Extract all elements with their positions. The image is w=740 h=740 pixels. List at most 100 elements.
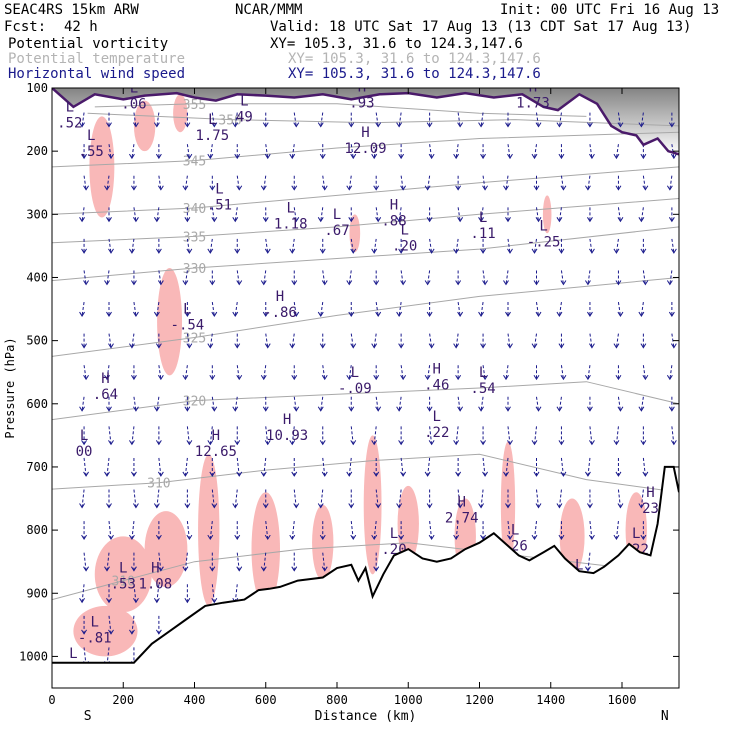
wind-arrowhead <box>211 311 218 317</box>
wind-arrowhead <box>457 503 464 509</box>
wind-arrowhead <box>455 280 462 286</box>
wind-arrowhead <box>182 566 189 572</box>
wind-arrow <box>156 112 160 127</box>
wind-arrowhead <box>455 374 462 381</box>
wind-arrowhead <box>106 311 112 317</box>
wind-arrowhead <box>642 185 649 191</box>
wind-arrowhead <box>613 440 620 446</box>
wind-arrow <box>131 144 135 159</box>
wind-arrow <box>457 489 461 508</box>
wind-arrow <box>322 270 326 285</box>
wind-arrowhead <box>289 440 296 446</box>
wind-arrowhead <box>317 503 324 509</box>
wind-arrowhead <box>184 311 191 317</box>
wind-arrow <box>184 365 188 380</box>
wind-arrowhead <box>638 217 645 223</box>
wind-arrow <box>291 426 295 445</box>
wind-arrow <box>263 457 267 477</box>
extremum-value-4: .55 <box>79 144 104 160</box>
wind-arrowhead <box>182 471 189 477</box>
pv-region-8 <box>363 435 382 575</box>
wind-arrowhead <box>617 503 624 509</box>
wind-arrowhead <box>371 440 378 446</box>
wind-arrowhead <box>453 153 460 160</box>
wind-arrowhead <box>398 534 405 541</box>
wind-arrowhead <box>396 503 403 509</box>
pv-region-6 <box>251 492 280 606</box>
wind-arrow <box>480 489 484 508</box>
wind-arrow <box>536 112 539 127</box>
wind-arrowhead <box>108 629 114 635</box>
wind-arrow <box>536 207 539 222</box>
wind-arrowhead <box>585 566 591 572</box>
extremum-type-12: L <box>479 210 487 226</box>
wind-arrowhead <box>83 471 89 477</box>
wind-arrowhead <box>371 248 378 254</box>
wind-arrow <box>482 457 486 477</box>
wind-arrow <box>81 489 85 508</box>
wind-arrowhead <box>264 534 271 541</box>
wind-arrowhead <box>236 566 243 572</box>
wind-arrowhead <box>505 406 511 412</box>
wind-arrow <box>375 207 379 222</box>
extremum-type-8: L <box>215 182 223 198</box>
wind-arrowhead <box>289 153 296 160</box>
wind-arrow <box>587 457 591 477</box>
wind-arrowhead <box>589 343 595 349</box>
wind-arrow <box>480 207 484 222</box>
wind-arrowhead <box>79 597 85 604</box>
wind-arrow <box>211 584 215 603</box>
extremum-value-16: -.86 <box>263 305 297 321</box>
wind-arrow <box>455 426 459 445</box>
extremum-value-15: -.54 <box>171 318 205 334</box>
wind-arrow <box>671 238 675 253</box>
extremum-type-23: H <box>212 428 220 444</box>
extremum-type-2: H <box>529 79 537 95</box>
wind-arrow <box>536 396 539 411</box>
wind-arrow <box>350 144 354 159</box>
wind-arrowhead <box>585 280 591 286</box>
wind-arrowhead <box>104 471 110 477</box>
model-title: SEAC4RS 15km ARW <box>4 2 139 18</box>
wind-arrowhead <box>670 248 677 254</box>
wind-arrow <box>83 552 87 571</box>
wind-arrow <box>589 238 593 253</box>
wind-arrow <box>108 426 112 445</box>
wind-arrowhead <box>232 217 239 223</box>
wind-arrowhead <box>453 534 460 541</box>
pv-region-15 <box>144 511 188 587</box>
field-label-pv: Potential vorticity <box>8 36 169 52</box>
y-tick-label: 900 <box>26 586 48 600</box>
wind-arrowhead <box>133 217 139 223</box>
wind-arrowhead <box>480 534 486 541</box>
wind-arrow <box>156 489 160 508</box>
x-tick-label: 1000 <box>394 693 423 707</box>
wind-arrowhead <box>457 406 464 412</box>
wind-arrowhead <box>587 122 593 128</box>
wind-arrowhead <box>642 374 649 381</box>
wind-arrow <box>106 270 110 285</box>
wind-arrow <box>211 112 215 127</box>
extremum-value-14: -.25 <box>527 234 561 250</box>
wind-arrowhead <box>478 122 484 128</box>
wind-arrowhead <box>155 248 162 254</box>
wind-arrowhead <box>182 185 189 191</box>
wind-arrow <box>669 365 673 380</box>
wind-arrowhead <box>83 185 89 191</box>
wind-arrowhead <box>670 343 677 349</box>
wind-arrowhead <box>131 374 137 381</box>
wind-arrowhead <box>262 217 269 223</box>
wind-arrowhead <box>264 248 271 254</box>
wind-arrow <box>587 365 591 380</box>
extremum-value-9: 1.18 <box>274 217 308 233</box>
wind-arrowhead <box>531 153 538 160</box>
wind-arrowhead <box>482 185 488 191</box>
wind-arrowhead <box>613 248 620 254</box>
isentrope-label-3: 340 <box>183 202 206 217</box>
wind-arrowhead <box>133 503 139 509</box>
wind-arrowhead <box>106 122 112 128</box>
wind-arrow <box>186 521 190 540</box>
wind-arrowhead <box>293 122 300 128</box>
wind-arrow <box>400 457 404 477</box>
wind-arrowhead <box>426 503 433 509</box>
